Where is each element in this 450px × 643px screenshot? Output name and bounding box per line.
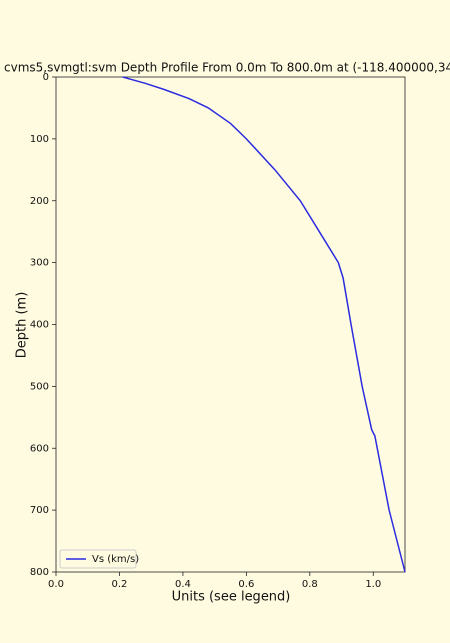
y-axis-label: Depth (m): [15, 292, 30, 359]
legend-label: Vs (km/s): [92, 554, 139, 565]
x-tick-label: 0.0: [48, 579, 64, 590]
y-tick-label: 700: [30, 505, 49, 516]
x-tick-label: 1.0: [365, 579, 381, 590]
y-tick-label: 400: [30, 320, 49, 331]
x-tick-label: 0.2: [112, 579, 128, 590]
y-tick-label: 100: [30, 134, 49, 145]
x-tick-label: 0.4: [175, 579, 191, 590]
y-tick-label: 200: [30, 196, 49, 207]
y-tick-label: 800: [30, 567, 49, 578]
chart-title: cvms5,svmgtl:svm Depth Profile From 0.0m…: [4, 61, 450, 75]
y-tick-label: 0: [43, 72, 49, 83]
y-tick-label: 600: [30, 443, 49, 454]
x-tick-label: 0.6: [238, 579, 254, 590]
y-tick-label: 300: [30, 258, 49, 269]
legend-box: [59, 549, 137, 569]
data-line: [122, 76, 406, 573]
y-tick-label: 500: [30, 381, 49, 392]
x-tick-label: 0.8: [302, 579, 318, 590]
x-axis-label: Units (see legend): [172, 590, 291, 605]
